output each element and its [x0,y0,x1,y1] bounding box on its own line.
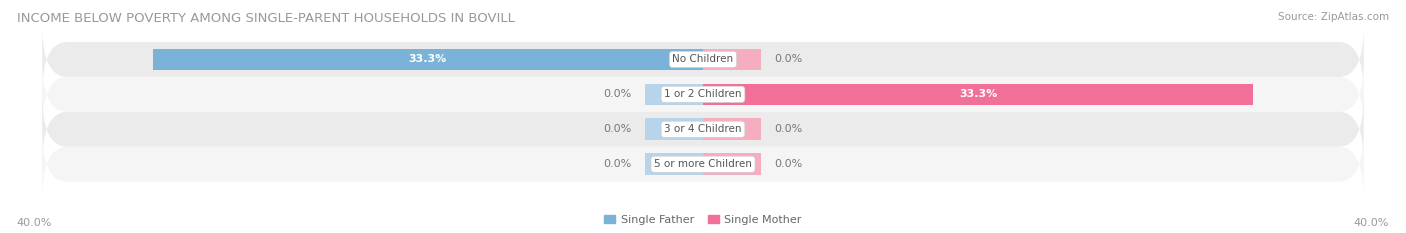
Text: 0.0%: 0.0% [603,89,631,99]
Bar [703,154,761,175]
Text: 33.3%: 33.3% [409,55,447,64]
Text: 33.3%: 33.3% [959,89,997,99]
Bar [703,49,761,70]
Bar [153,49,703,70]
Text: 0.0%: 0.0% [775,124,803,134]
Text: 40.0%: 40.0% [17,218,52,228]
Text: No Children: No Children [672,55,734,64]
Text: 0.0%: 0.0% [775,55,803,64]
Bar [703,84,1253,105]
Text: 3 or 4 Children: 3 or 4 Children [664,124,742,134]
Text: 40.0%: 40.0% [1354,218,1389,228]
Bar [645,84,703,105]
Text: 0.0%: 0.0% [775,159,803,169]
Text: INCOME BELOW POVERTY AMONG SINGLE-PARENT HOUSEHOLDS IN BOVILL: INCOME BELOW POVERTY AMONG SINGLE-PARENT… [17,12,515,25]
Text: Source: ZipAtlas.com: Source: ZipAtlas.com [1278,12,1389,22]
Text: 0.0%: 0.0% [603,124,631,134]
Bar [645,154,703,175]
Legend: Single Father, Single Mother: Single Father, Single Mother [605,215,801,225]
Bar [645,118,703,140]
FancyBboxPatch shape [42,129,1364,199]
Text: 0.0%: 0.0% [603,159,631,169]
FancyBboxPatch shape [42,94,1364,164]
Text: 1 or 2 Children: 1 or 2 Children [664,89,742,99]
FancyBboxPatch shape [42,24,1364,94]
Bar [703,118,761,140]
FancyBboxPatch shape [42,59,1364,129]
Text: 5 or more Children: 5 or more Children [654,159,752,169]
